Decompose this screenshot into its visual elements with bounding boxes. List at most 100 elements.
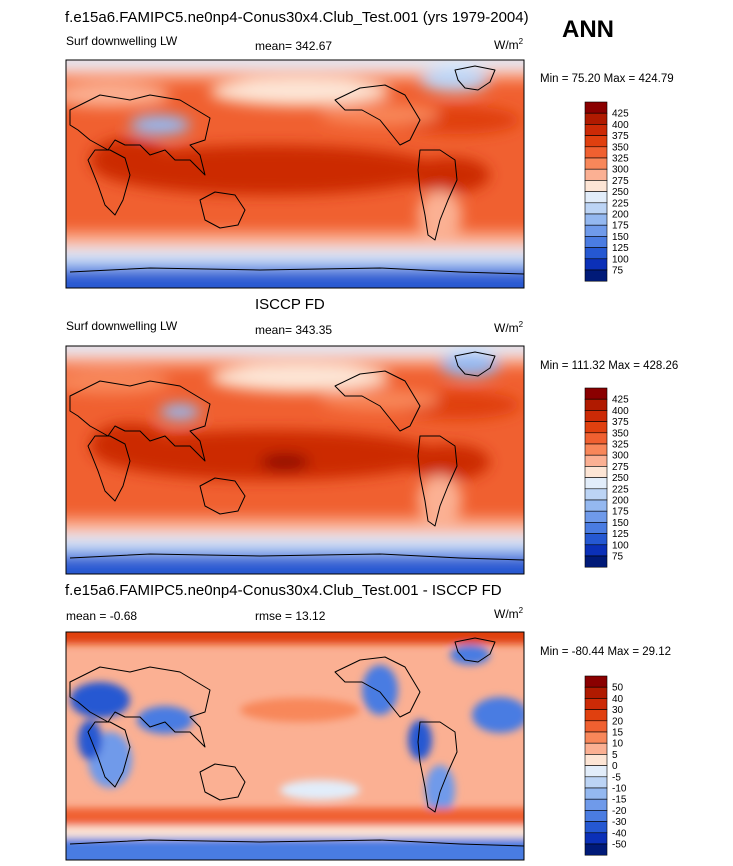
- colorbar-swatch: [584, 843, 608, 856]
- panel1-mean-label: mean= 342.67: [255, 39, 333, 53]
- panel3-title: f.e15a6.FAMIPC5.ne0np4-Conus30x4.Club_Te…: [65, 582, 502, 599]
- colorbar-tick-label: 40: [612, 694, 624, 705]
- colorbar-tick-label: 300: [612, 165, 629, 176]
- colorbar-tick-label: 275: [612, 176, 629, 187]
- colorbar-tick-label: 375: [612, 131, 629, 142]
- colorbar-swatch: [584, 675, 608, 688]
- panel2-mean-label: mean= 343.35: [255, 323, 333, 337]
- panel3-mean-label: mean = -0.68: [66, 609, 138, 623]
- colorbar-tick-label: 75: [612, 266, 624, 277]
- colorbar-swatch: [584, 533, 608, 546]
- colorbar-tick-label: 5: [612, 750, 618, 761]
- colorbar-tick-label: 125: [612, 243, 629, 254]
- colorbar-swatch: [584, 731, 608, 744]
- colorbar-tick-label: 175: [612, 221, 629, 232]
- colorbar-swatch: [584, 421, 608, 434]
- colorbar-swatch: [584, 398, 608, 411]
- colorbar-tick-label: 200: [612, 496, 629, 507]
- colorbar-tick-label: 225: [612, 484, 629, 495]
- colorbar-tick-label: 100: [612, 540, 629, 551]
- colorbar-tick-label: -50: [612, 840, 627, 851]
- colorbar-tick-label: 125: [612, 529, 629, 540]
- colorbar-swatch: [584, 821, 608, 834]
- colorbar-swatch: [584, 443, 608, 456]
- panel1-variable-label: Surf downwelling LW: [66, 34, 178, 48]
- colorbar-swatch: [584, 101, 608, 114]
- colorbar-swatch: [584, 410, 608, 422]
- colorbar-swatch: [584, 742, 608, 755]
- colorbar-swatch: [584, 236, 608, 248]
- colorbar-swatch: [584, 477, 608, 490]
- colorbar-swatch: [584, 832, 608, 845]
- colorbar-tick-label: -15: [612, 795, 627, 806]
- colorbar-tick-label: 300: [612, 451, 629, 462]
- colorbar-tick-label: 275: [612, 462, 629, 473]
- panel3-minmax: Min = -80.44 Max = 29.12: [540, 646, 672, 658]
- colorbar-tick-label: 150: [612, 518, 629, 529]
- colorbar-swatch: [584, 180, 608, 192]
- colorbar-tick-label: 400: [612, 120, 629, 131]
- colorbar-swatch: [584, 776, 608, 789]
- colorbar-tick-label: 400: [612, 406, 629, 417]
- colorbar-swatch: [584, 258, 608, 271]
- colorbar-tick-label: 50: [612, 683, 624, 694]
- colorbar-tick-label: 250: [612, 473, 629, 484]
- colorbar-swatch: [584, 112, 608, 125]
- map-panel-1: [65, 59, 525, 289]
- colorbar-swatch: [584, 387, 608, 400]
- colorbar-swatch: [584, 698, 608, 710]
- colorbar-tick-label: 250: [612, 187, 629, 198]
- panel2-minmax: Min = 111.32 Max = 428.26: [540, 360, 679, 372]
- colorbar-tick-label: 325: [612, 154, 629, 165]
- figure-title: f.e15a6.FAMIPC5.ne0np4-Conus30x4.Club_Te…: [65, 9, 529, 26]
- map-panel-3: [65, 631, 525, 861]
- colorbar-tick-label: 0: [612, 761, 618, 772]
- colorbar-swatch: [584, 510, 608, 523]
- colorbar-2: 4254003753503253002752502252001751501251…: [584, 387, 629, 568]
- colorbar-swatch: [584, 191, 608, 204]
- colorbar-swatch: [584, 146, 608, 159]
- panel1-minmax: Min = 75.20 Max = 424.79: [540, 73, 674, 85]
- season-label: ANN: [562, 16, 614, 43]
- colorbar-tick-label: 425: [612, 109, 629, 120]
- colorbar-tick-label: 325: [612, 440, 629, 451]
- colorbar-swatch: [584, 224, 608, 237]
- colorbar-tick-label: 15: [612, 728, 624, 739]
- colorbar-tick-label: 150: [612, 232, 629, 243]
- colorbar-swatch: [584, 709, 608, 722]
- colorbar-tick-label: 350: [612, 428, 629, 439]
- colorbar-swatch: [584, 499, 608, 512]
- colorbar-swatch: [584, 432, 608, 445]
- panel2-unit-label: W/m2: [494, 320, 524, 335]
- colorbar-tick-label: 10: [612, 739, 624, 750]
- colorbar-swatch: [584, 686, 608, 699]
- colorbar-swatch: [584, 213, 608, 226]
- panel3-unit-label: W/m2: [494, 606, 524, 621]
- colorbar-swatch: [584, 269, 608, 282]
- colorbar-tick-label: 175: [612, 507, 629, 518]
- colorbar-swatch: [584, 555, 608, 568]
- colorbar-swatch: [584, 720, 608, 733]
- colorbar-tick-label: 100: [612, 254, 629, 265]
- colorbar-swatch: [584, 787, 608, 800]
- colorbar-1: 4254003753503253002752502252001751501251…: [584, 101, 629, 282]
- colorbar-tick-label: 75: [612, 552, 624, 563]
- colorbar-tick-label: 200: [612, 210, 629, 221]
- colorbar-tick-label: -10: [612, 784, 627, 795]
- colorbar-swatch: [584, 754, 608, 766]
- colorbar-swatch: [584, 124, 608, 136]
- colorbar-swatch: [584, 202, 608, 215]
- colorbar-tick-label: 350: [612, 142, 629, 153]
- colorbar-swatch: [584, 522, 608, 534]
- colorbar-swatch: [584, 810, 608, 822]
- colorbar-swatch: [584, 454, 608, 467]
- colorbar-tick-label: 425: [612, 395, 629, 406]
- panel2-title: ISCCP FD: [255, 296, 325, 313]
- colorbar-tick-label: 375: [612, 417, 629, 428]
- colorbar-tick-label: -20: [612, 806, 627, 817]
- colorbar-swatch: [584, 488, 608, 501]
- colorbar-swatch: [584, 168, 608, 181]
- colorbar-swatch: [584, 544, 608, 557]
